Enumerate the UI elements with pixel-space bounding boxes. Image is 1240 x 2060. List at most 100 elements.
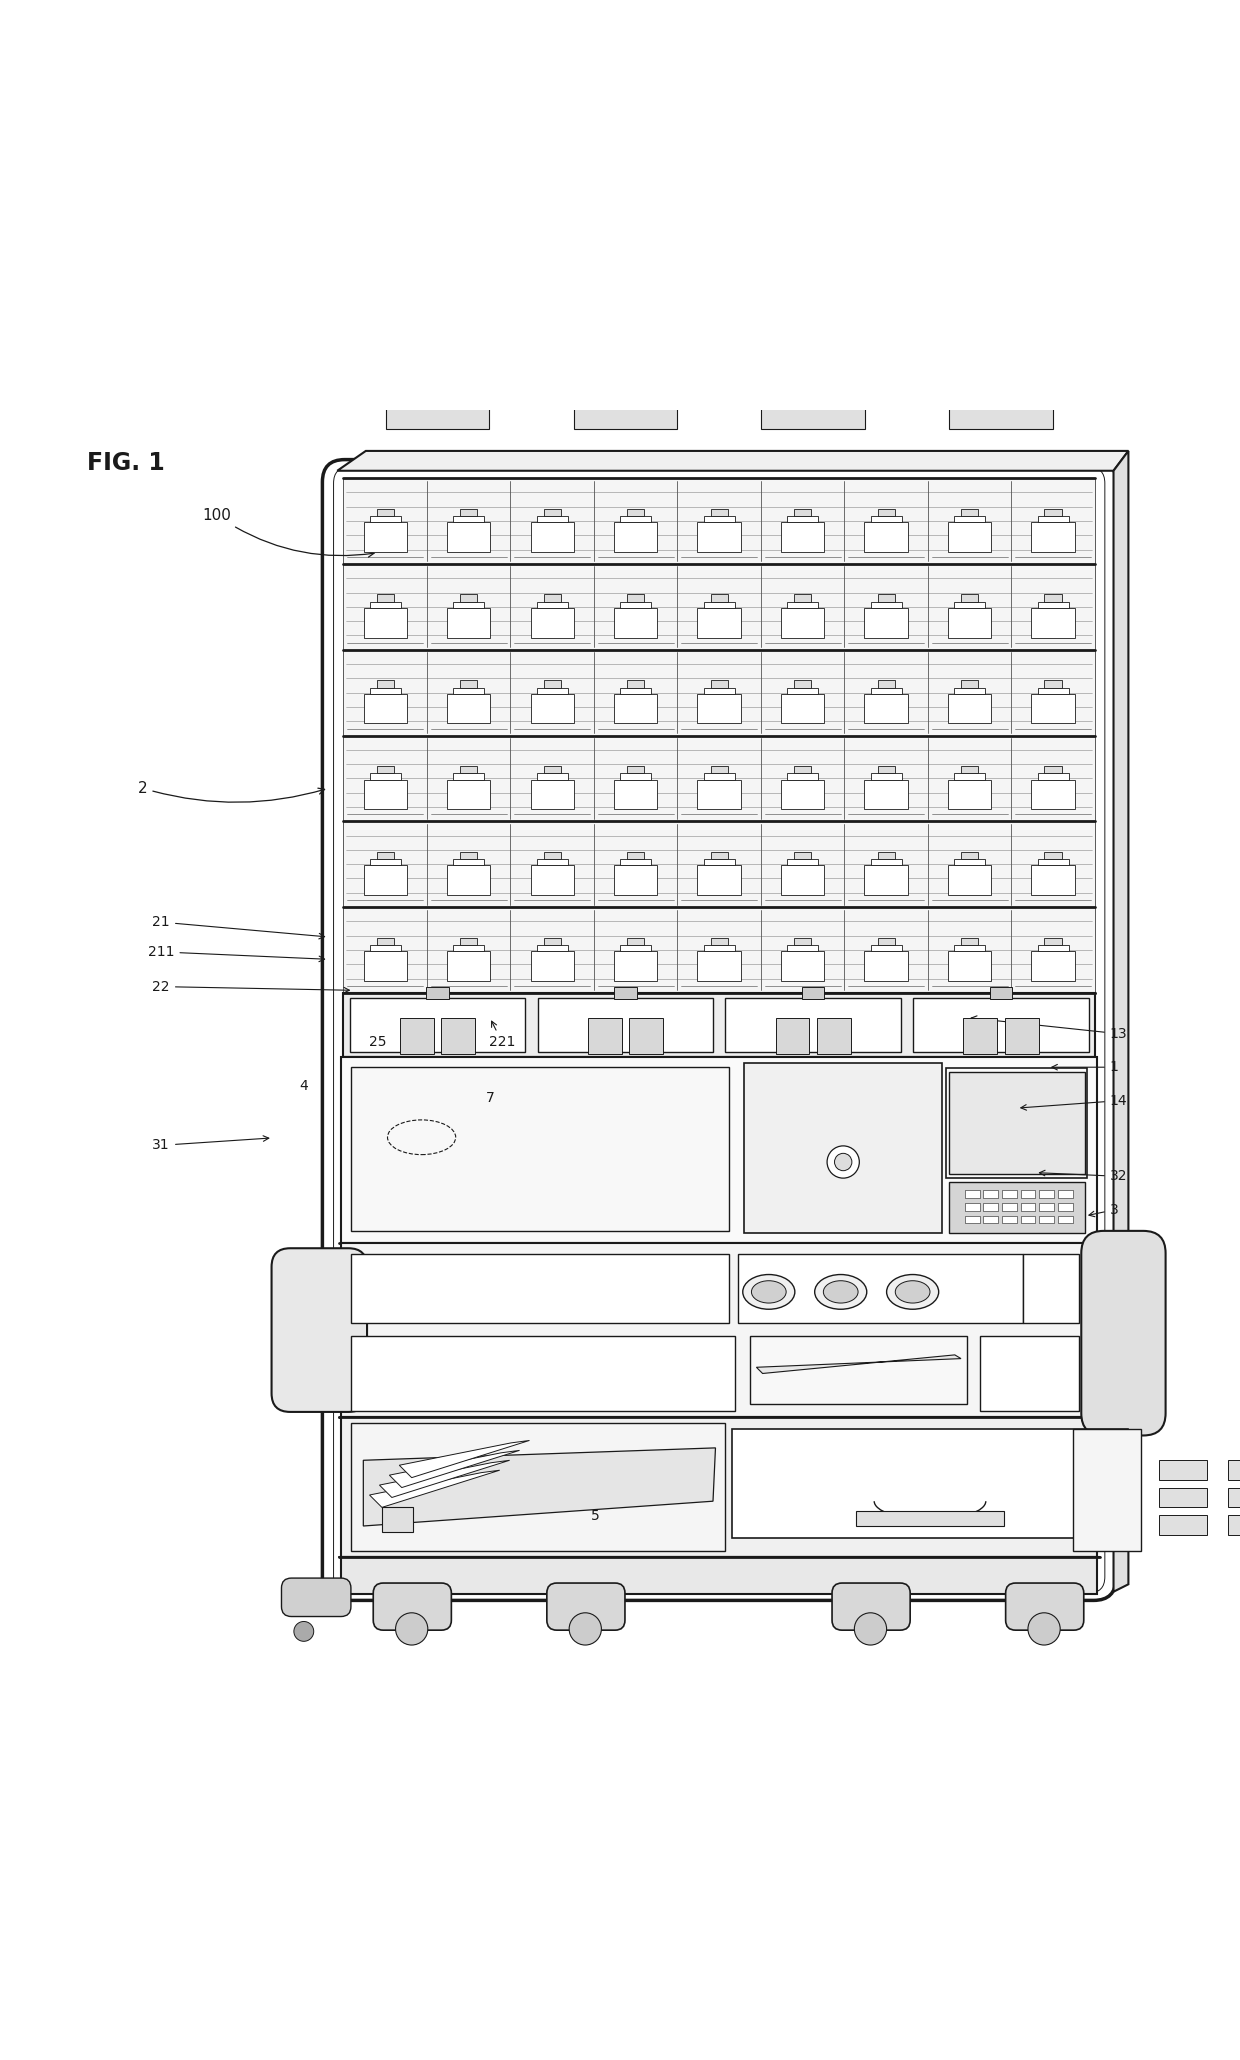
Bar — [1159, 1461, 1207, 1481]
Bar — [543, 937, 560, 946]
Bar — [1002, 1203, 1017, 1211]
Bar — [703, 859, 735, 865]
Bar — [947, 523, 992, 552]
Bar — [870, 517, 901, 523]
Bar — [377, 851, 394, 859]
Circle shape — [294, 1621, 314, 1642]
Bar — [990, 987, 1012, 999]
Bar — [370, 946, 401, 952]
Bar — [697, 952, 742, 981]
Polygon shape — [337, 451, 1128, 472]
Bar — [531, 523, 574, 552]
Bar — [961, 766, 978, 772]
Bar — [983, 1215, 998, 1224]
Bar — [1032, 608, 1075, 639]
Bar — [1039, 1203, 1054, 1211]
Bar — [343, 993, 1095, 1057]
Bar — [711, 937, 728, 946]
Bar — [1044, 595, 1061, 602]
Bar — [1038, 946, 1069, 952]
Bar — [377, 680, 394, 688]
Bar — [947, 779, 992, 810]
Bar — [817, 1018, 851, 1053]
Bar — [949, 1071, 1085, 1174]
Bar — [878, 937, 895, 946]
Bar — [1058, 1215, 1073, 1224]
Bar — [453, 517, 485, 523]
Bar — [787, 688, 818, 694]
Bar — [629, 1018, 663, 1053]
Bar — [614, 987, 636, 999]
Bar — [537, 602, 568, 608]
Bar — [711, 766, 728, 772]
Bar — [794, 509, 811, 517]
Bar — [870, 772, 901, 779]
Bar — [460, 851, 477, 859]
FancyBboxPatch shape — [281, 1578, 351, 1617]
Bar — [427, 987, 449, 999]
Bar — [363, 865, 407, 894]
Bar — [1002, 1191, 1017, 1199]
Bar — [954, 772, 986, 779]
Bar — [453, 772, 485, 779]
Ellipse shape — [895, 1281, 930, 1304]
Bar — [1038, 859, 1069, 865]
Bar — [1038, 772, 1069, 779]
Bar — [913, 997, 1089, 1053]
Bar — [614, 523, 657, 552]
Bar — [878, 851, 895, 859]
Bar — [538, 997, 713, 1053]
FancyBboxPatch shape — [1006, 1582, 1084, 1629]
Bar — [711, 595, 728, 602]
Bar — [614, 608, 657, 639]
Bar — [711, 680, 728, 688]
Bar — [460, 680, 477, 688]
Bar — [983, 1191, 998, 1199]
Bar — [341, 1417, 1097, 1557]
Bar — [1002, 1215, 1017, 1224]
Bar — [1228, 1487, 1240, 1508]
Bar — [787, 859, 818, 865]
Bar — [446, 608, 491, 639]
Bar — [1039, 1215, 1054, 1224]
Bar — [1044, 766, 1061, 772]
Bar — [961, 595, 978, 602]
Polygon shape — [389, 1450, 520, 1487]
Bar — [446, 779, 491, 810]
Circle shape — [1028, 1613, 1060, 1646]
Polygon shape — [379, 1461, 510, 1498]
Bar — [697, 694, 742, 723]
Bar — [947, 865, 992, 894]
Polygon shape — [756, 1355, 961, 1374]
Bar — [1228, 1461, 1240, 1481]
Ellipse shape — [887, 1275, 939, 1310]
Bar — [954, 946, 986, 952]
Bar — [370, 688, 401, 694]
Bar — [343, 478, 1095, 993]
Bar — [1073, 1430, 1141, 1551]
Bar — [961, 509, 978, 517]
Bar — [794, 851, 811, 859]
Bar — [697, 523, 742, 552]
Bar — [543, 680, 560, 688]
FancyBboxPatch shape — [272, 1248, 367, 1411]
Bar — [864, 952, 908, 981]
Bar — [446, 523, 491, 552]
Text: 31: 31 — [153, 1135, 269, 1152]
Bar — [697, 608, 742, 639]
Bar — [1032, 694, 1075, 723]
Bar — [531, 694, 574, 723]
Bar — [363, 779, 407, 810]
Ellipse shape — [815, 1275, 867, 1310]
Bar — [620, 859, 651, 865]
Bar — [377, 595, 394, 602]
Bar — [1044, 937, 1061, 946]
Bar — [878, 595, 895, 602]
Ellipse shape — [743, 1275, 795, 1310]
Bar — [794, 937, 811, 946]
Bar — [781, 779, 825, 810]
Bar — [1032, 779, 1075, 810]
Bar — [453, 859, 485, 865]
Bar — [453, 946, 485, 952]
Bar — [460, 766, 477, 772]
